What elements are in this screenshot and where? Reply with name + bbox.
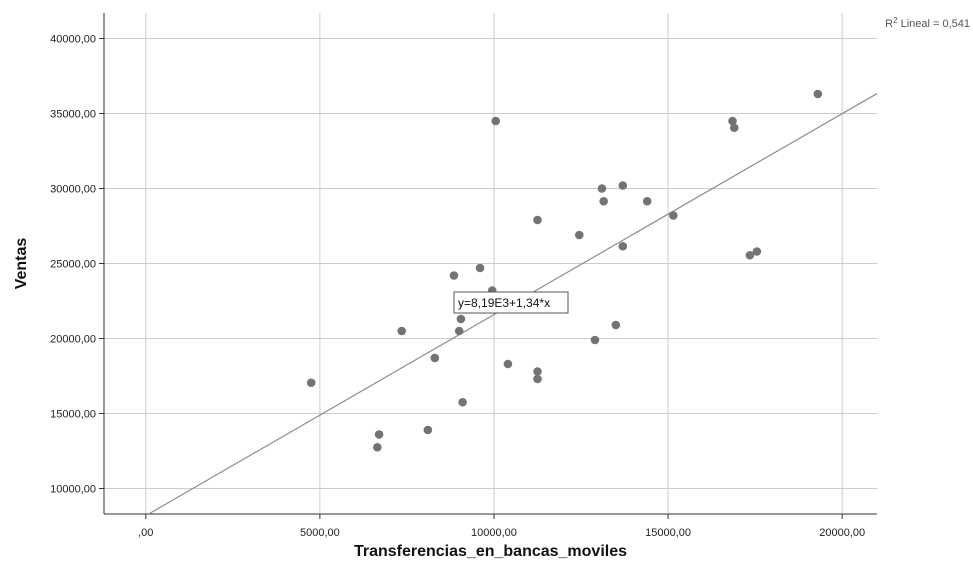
data-point bbox=[611, 320, 621, 330]
data-point bbox=[454, 326, 464, 336]
y-tick-label: 35000,00 bbox=[50, 109, 96, 121]
data-points bbox=[306, 89, 823, 452]
x-tick-label: ,00 bbox=[138, 527, 153, 539]
data-point bbox=[475, 263, 485, 273]
y-axis-title: Ventas bbox=[13, 238, 30, 290]
data-point bbox=[752, 247, 762, 256]
data-point bbox=[669, 211, 678, 220]
y-tick-label: 30000,00 bbox=[50, 184, 96, 196]
r2-suffix: Lineal = 0,541 bbox=[898, 18, 970, 30]
y-tick-label: 20000,00 bbox=[50, 334, 96, 346]
data-point bbox=[599, 196, 608, 206]
data-point bbox=[456, 314, 466, 324]
data-point bbox=[533, 367, 542, 376]
r2-superscript: 2 bbox=[893, 16, 898, 25]
data-point bbox=[458, 397, 467, 407]
data-point bbox=[813, 89, 823, 99]
r2-label: R2 Lineal = 0,541 bbox=[885, 16, 970, 30]
data-point bbox=[306, 378, 316, 388]
grid bbox=[104, 13, 877, 514]
y-axis-ticks: 10000,00 15000,00 20000,00 25000,00 30000,00… bbox=[50, 34, 104, 496]
data-point bbox=[533, 374, 542, 384]
data-point bbox=[745, 250, 755, 260]
fit-equation-text: y=8,19E3+1,34*x bbox=[458, 296, 550, 310]
data-point bbox=[430, 353, 440, 363]
data-point bbox=[373, 442, 382, 452]
y-tick-label: 10000,00 bbox=[50, 484, 96, 496]
data-point bbox=[597, 184, 607, 193]
data-point bbox=[574, 230, 584, 240]
r2-prefix: R bbox=[885, 18, 893, 30]
fit-equation-label: y=8,19E3+1,34*x bbox=[453, 291, 569, 314]
x-tick-label: 5000,00 bbox=[300, 527, 340, 539]
data-point bbox=[503, 359, 513, 369]
data-point bbox=[449, 271, 459, 280]
data-point bbox=[423, 425, 433, 435]
x-axis-title: Transferencias_en_bancas_moviles bbox=[354, 543, 627, 560]
data-point bbox=[618, 181, 628, 190]
y-tick-label: 15000,00 bbox=[50, 409, 96, 421]
data-point bbox=[729, 123, 739, 133]
x-tick-label: 20000,00 bbox=[819, 527, 865, 539]
x-tick-label: 15000,00 bbox=[645, 527, 691, 539]
data-point bbox=[590, 335, 600, 345]
y-tick-label: 40000,00 bbox=[50, 34, 96, 46]
data-point bbox=[374, 430, 384, 439]
y-tick-label: 25000,00 bbox=[50, 259, 96, 271]
x-axis-ticks: ,00 5000,00 10000,00 15000,00 20000,00 bbox=[138, 514, 865, 539]
data-point bbox=[397, 326, 407, 336]
x-tick-label: 10000,00 bbox=[471, 527, 517, 539]
data-point bbox=[491, 116, 501, 126]
data-point bbox=[728, 116, 737, 126]
data-point bbox=[533, 215, 542, 225]
data-point bbox=[618, 241, 628, 251]
data-point bbox=[642, 196, 652, 206]
